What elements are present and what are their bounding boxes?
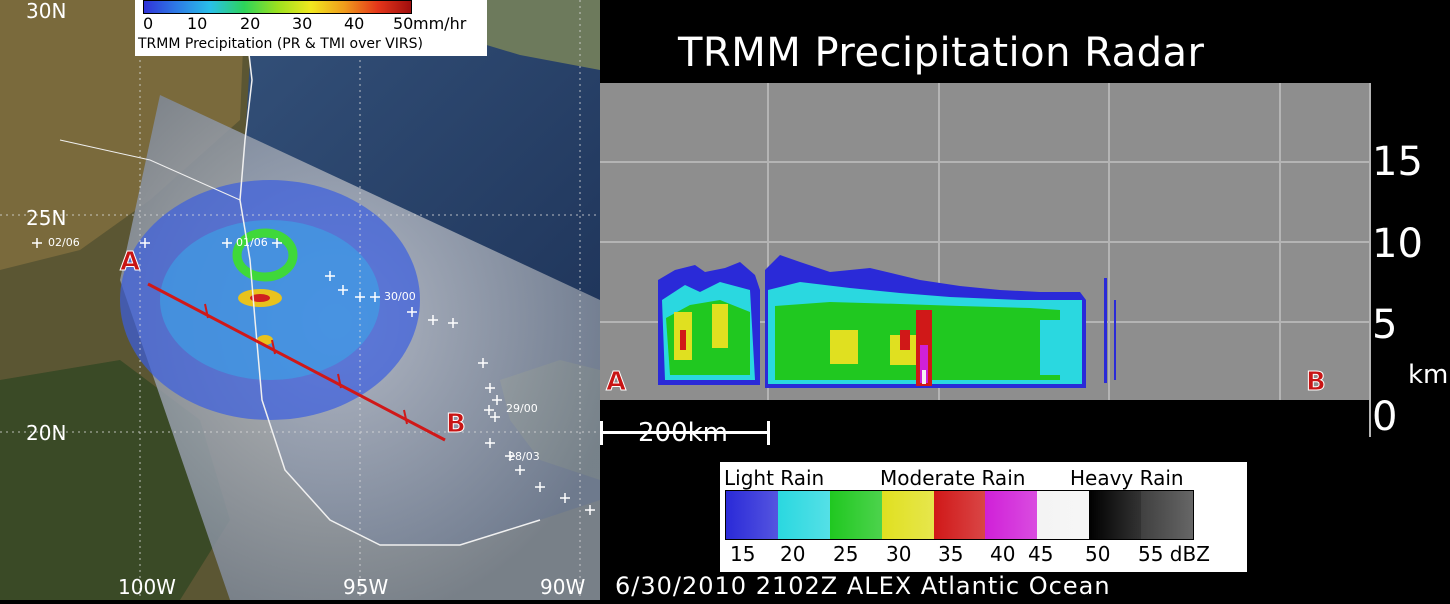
dbz-legend: Light Rain Moderate Rain Heavy Rain 15 2… — [720, 462, 1247, 572]
hurricane-eyewall — [232, 228, 298, 282]
scale-bar-line — [600, 431, 770, 434]
track-label-0206: 02/06 — [48, 236, 80, 249]
rain-rate-caption: TRMM Precipitation (PR & TMI over VIRS) — [138, 36, 423, 52]
rate-tick: 30 — [292, 14, 313, 33]
dbz-color-swatch — [829, 491, 882, 539]
dbz-tick: 20 — [780, 542, 806, 566]
track-label-2900: 29/00 — [506, 402, 538, 415]
rate-tick: 50 — [393, 14, 414, 33]
radar-title: TRMM Precipitation Radar — [678, 30, 1205, 76]
cross-section-line — [147, 282, 446, 442]
dbz-tick: 55 dBZ — [1138, 542, 1210, 566]
scale-bar-tick-left — [600, 421, 603, 445]
dbz-color-swatch — [777, 491, 830, 539]
dbz-color-swatch — [1141, 491, 1194, 539]
echo-cell-yellow — [712, 304, 728, 348]
dbz-tick: 25 — [833, 542, 859, 566]
dbz-tick: 45 — [1028, 542, 1054, 566]
echo-cell-red — [680, 330, 686, 350]
lat-label-30n: 30N — [26, 0, 66, 23]
lon-label-90w: 90W — [540, 575, 585, 599]
legend-light-rain: Light Rain — [724, 466, 825, 490]
track-label-2803: 28/03 — [508, 450, 540, 463]
radar-echoes — [658, 255, 1116, 388]
border-line — [59, 139, 241, 201]
echo-streak — [1104, 278, 1107, 383]
coastline — [239, 19, 541, 546]
radar-cross-section: A B 15 10 5 0 km — [600, 83, 1448, 440]
y-tick-10: 10 — [1372, 221, 1423, 267]
lat-label-25n: 25N — [26, 206, 66, 230]
y-axis-unit: km — [1408, 360, 1448, 390]
dbz-color-swatch — [1089, 491, 1142, 539]
rain-rate-unit: mm/hr — [413, 14, 467, 33]
lat-label-20n: 20N — [26, 421, 66, 445]
dbz-color-swatch — [881, 491, 934, 539]
scale-bar-label: 200km — [638, 418, 729, 448]
echo-streak — [1114, 300, 1116, 380]
dbz-tick: 30 — [886, 542, 912, 566]
scale-bar-tick-right — [767, 421, 770, 445]
dbz-tick: 40 — [990, 542, 1016, 566]
track-label-0106: 01/06 — [236, 236, 268, 249]
satellite-map: 02/06 01/06 30/00 29/00 28/03 A B 30N 25… — [0, 0, 600, 600]
scale-bar — [600, 421, 770, 445]
dbz-color-swatch — [933, 491, 986, 539]
rate-tick: 40 — [344, 14, 365, 33]
storm-track — [32, 238, 595, 515]
legend-moderate-rain: Moderate Rain — [880, 466, 1026, 490]
map-endpoint-b: B — [446, 409, 466, 439]
rain-rate-legend: 0 10 20 30 40 50 mm/hr TRMM Precipitatio… — [135, 0, 487, 56]
dbz-tick: 15 — [730, 542, 756, 566]
dbz-tick: 35 — [938, 542, 964, 566]
rate-tick: 20 — [240, 14, 261, 33]
y-tick-0: 0 — [1372, 394, 1397, 440]
legend-heavy-rain: Heavy Rain — [1070, 466, 1184, 490]
track-label-3000: 30/00 — [384, 290, 416, 303]
satellite-map-panel: 02/06 01/06 30/00 29/00 28/03 A B 30N 25… — [0, 0, 600, 600]
rate-tick: 10 — [187, 14, 208, 33]
radar-endpoint-a: A — [606, 367, 626, 397]
dbz-color-swatch — [1037, 491, 1090, 539]
dbz-color-swatch — [726, 491, 778, 539]
precip-core — [250, 294, 270, 302]
echo-cell-red — [900, 330, 910, 350]
radar-panel: TRMM Precipitation Radar — [600, 0, 1450, 600]
dbz-ticks: 15 20 25 30 35 40 45 50 55 dBZ — [720, 542, 1247, 568]
lon-label-95w: 95W — [343, 575, 388, 599]
radar-endpoint-b: B — [1306, 367, 1326, 397]
lon-label-100w: 100W — [118, 575, 176, 599]
rain-rate-ticks: 0 10 20 30 40 50 — [135, 14, 487, 34]
dbz-color-ramp — [725, 490, 1194, 540]
y-tick-5: 5 — [1372, 302, 1397, 348]
rain-rate-colorbar — [143, 0, 412, 14]
echo-core-magenta — [920, 345, 928, 383]
echo-cell-yellow — [830, 330, 858, 364]
echo-core-white — [922, 370, 926, 384]
map-endpoint-a: A — [120, 247, 140, 277]
northern-land — [0, 0, 245, 270]
echo-cell-cyan — [1040, 320, 1080, 375]
timestamp-caption: 6/30/2010 2102Z ALEX Atlantic Ocean — [615, 572, 1111, 600]
cross-section-ticks — [204, 303, 408, 425]
dbz-color-swatch — [985, 491, 1038, 539]
y-tick-15: 15 — [1372, 139, 1423, 185]
rate-tick: 0 — [143, 14, 154, 33]
dbz-tick: 50 — [1085, 542, 1111, 566]
